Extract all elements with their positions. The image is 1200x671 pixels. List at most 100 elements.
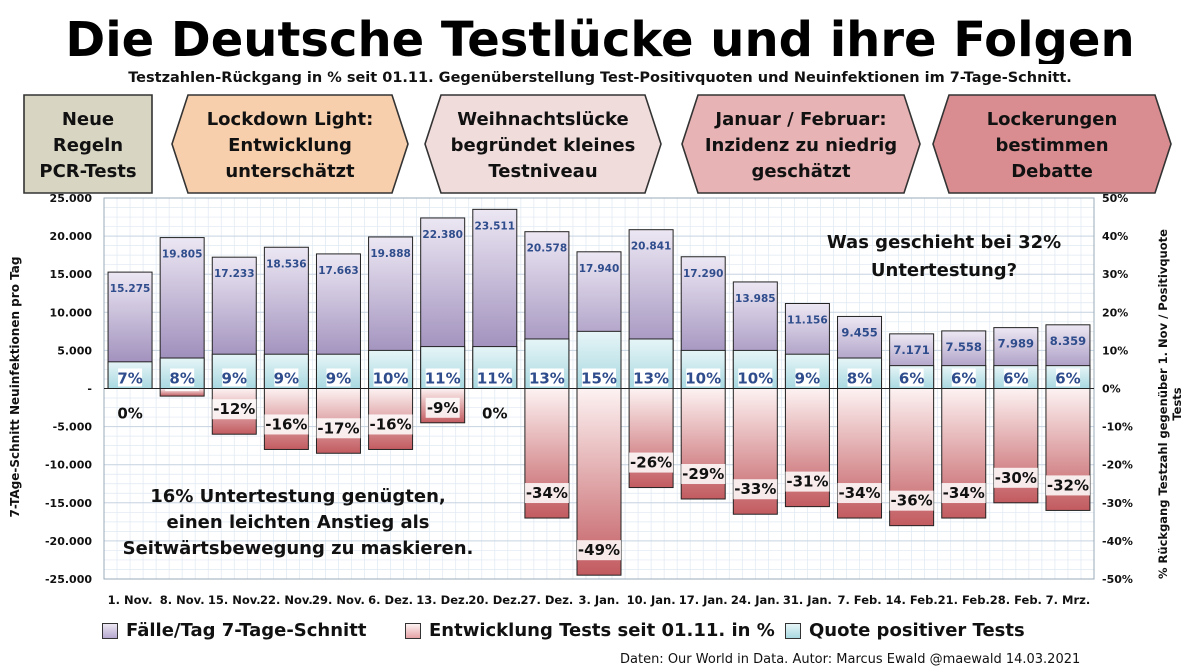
x-tick-label: 6. Dez. [368, 593, 413, 607]
annotation-right: Was geschieht bei 32% Untertestung? [827, 232, 1061, 281]
y-tick-label-left: 10.000 [50, 306, 93, 319]
phase-banner-text: Januar / Februar: Inzidenz zu niedrig gesc… [705, 109, 897, 182]
legend-swatch-tests [405, 622, 421, 639]
data-label-bg [1003, 368, 1028, 387]
data-label-bg [264, 414, 309, 435]
data-label-cases: 17.290 [683, 268, 724, 280]
phase-banner-text: Lockerungen bestimmen Debatte [987, 109, 1118, 182]
y-tick-label-left: -15.000 [45, 497, 92, 510]
data-label-bg [326, 368, 351, 387]
data-label-bg [941, 483, 986, 504]
phase-banner [932, 94, 1172, 194]
x-tick-label: 7. Mrz. [1046, 593, 1091, 607]
data-label-bg [212, 399, 257, 420]
data-label-quote: 10% [373, 370, 409, 388]
y-tick-label-right: 10% [1102, 344, 1128, 357]
data-label-tests: -16% [370, 415, 412, 433]
data-label-quote: 7% [117, 370, 142, 388]
data-label-cases: 19.805 [162, 249, 203, 261]
legend-label-cases: Fälle/Tag 7-Tage-Schnitt [126, 620, 367, 641]
x-tick-label: 22. Nov. [260, 593, 313, 607]
data-label-tests: -17% [317, 419, 359, 437]
y-tick-label-left: -5.000 [53, 421, 93, 434]
data-label-tests: -26% [630, 454, 672, 472]
y-axis-label-left: 7-TAge-Schnitt Neuinfektionen pro Tag [8, 256, 22, 518]
data-label-bg [993, 467, 1038, 488]
data-label-tests: -31% [786, 473, 828, 491]
phase-banner [171, 94, 409, 194]
data-label-bg [425, 397, 460, 418]
x-tick-label: 24. Jan. [731, 593, 780, 607]
x-tick-label: 15. Nov. [208, 593, 261, 607]
legend-label-tests: Entwicklung Tests seit 01.11. in % [429, 620, 775, 641]
data-label-tests: -32% [1047, 476, 1089, 494]
data-label-bg [629, 452, 674, 473]
data-label-quote: 13% [529, 370, 565, 388]
data-label-cases: 8.359 [1050, 334, 1086, 348]
y-tick-label-right: 20% [1102, 306, 1128, 319]
y-tick-label-right: -10% [1102, 421, 1133, 434]
x-tick-label: 28. Feb. [990, 593, 1042, 607]
phase-banner-line: Lockdown Light: [207, 109, 374, 130]
annotation-left: 16% Untertestung genügten, einen leichten… [123, 486, 474, 559]
data-label-bg [889, 490, 934, 511]
phase-banners: Neue Regeln PCR-Tests Lockdown Light: Entwic… [23, 94, 1172, 194]
data-label-bg [316, 418, 361, 439]
phase-banner-text: Neue Regeln PCR-Tests [39, 109, 136, 182]
phase-banner-line: Entwicklung [228, 135, 352, 156]
phase-banner-line: Neue [62, 109, 114, 130]
legend-swatch-cases [102, 622, 118, 639]
data-label-quote: 6% [951, 370, 976, 388]
data-label-bg [222, 368, 247, 387]
x-tick-label: 14. Feb. [886, 593, 938, 607]
y-tick-label-left: 20.000 [50, 230, 93, 243]
data-label-tests: 0% [482, 405, 507, 423]
data-label-bg [785, 471, 830, 492]
y-tick-label-right: 30% [1102, 268, 1128, 281]
data-label-bg [634, 368, 669, 387]
data-label-cases: 23.511 [475, 220, 516, 232]
data-label-cases: 11.156 [787, 314, 828, 326]
data-label-cases: 7.171 [893, 343, 929, 357]
chart-subtitle: Testzahlen-Rückgang in % seit 01.11. Geg… [128, 70, 1072, 86]
phase-banner-line: unterschätzt [225, 161, 355, 182]
data-label-quote: 13% [633, 370, 669, 388]
data-label-bg [118, 368, 143, 387]
annotations: Was geschieht bei 32% Untertestung? 16% Un… [123, 232, 1062, 559]
x-tick-label: 8. Nov. [160, 593, 205, 607]
axes: 25.000 20.000 15.000 10.000 5.000 - -5.000 -10.… [45, 192, 1133, 607]
data-label-bg [274, 368, 299, 387]
x-tick-label: 1. Nov. [108, 593, 153, 607]
legend-tests: Entwicklung Tests seit 01.11. in % [405, 620, 775, 641]
data-label-quote: 8% [169, 370, 194, 388]
data-label-tests: 0% [117, 405, 142, 423]
phase-banner-line: Debatte [1011, 161, 1093, 182]
legend-quote: Quote positiver Tests [785, 620, 1025, 641]
x-tick-label: 13. Dez. [416, 593, 469, 607]
annotation-line: Seitwärtsbewegung zu maskieren. [123, 538, 474, 559]
phase-banner-line: bestimmen [995, 135, 1108, 156]
phase-banner-line: Testniveau [488, 161, 597, 182]
data-label-quote: 8% [847, 370, 872, 388]
x-tick-label: 10. Jan. [627, 593, 676, 607]
data-label-bg [425, 368, 460, 387]
phase-banner-line: begründet kleines [451, 135, 636, 156]
x-tick-label: 7. Feb. [837, 593, 881, 607]
annotation-line: Was geschieht bei 32% [827, 232, 1061, 253]
phase-banner-text: Weihnachtslücke begründet kleines Testnive… [451, 109, 636, 182]
data-label-bg [1045, 475, 1090, 496]
data-label-bg [577, 540, 621, 561]
data-label-quote: 9% [326, 370, 351, 388]
data-label-bg [477, 368, 512, 387]
data-label-bg [733, 479, 778, 500]
phase-banner-line: Weihnachtslücke [457, 109, 629, 130]
legend-cases: Fälle/Tag 7-Tage-Schnitt [102, 620, 366, 641]
phase-banner-line: Inzidenz zu niedrig [705, 135, 897, 156]
data-label-quote: 6% [1055, 370, 1080, 388]
data-label-bg [795, 368, 820, 387]
y-tick-label-right: 50% [1102, 192, 1128, 205]
data-label-quote: 9% [274, 370, 299, 388]
phase-banner-line: Januar / Februar: [713, 109, 886, 130]
legend-swatch-quote [785, 622, 801, 639]
